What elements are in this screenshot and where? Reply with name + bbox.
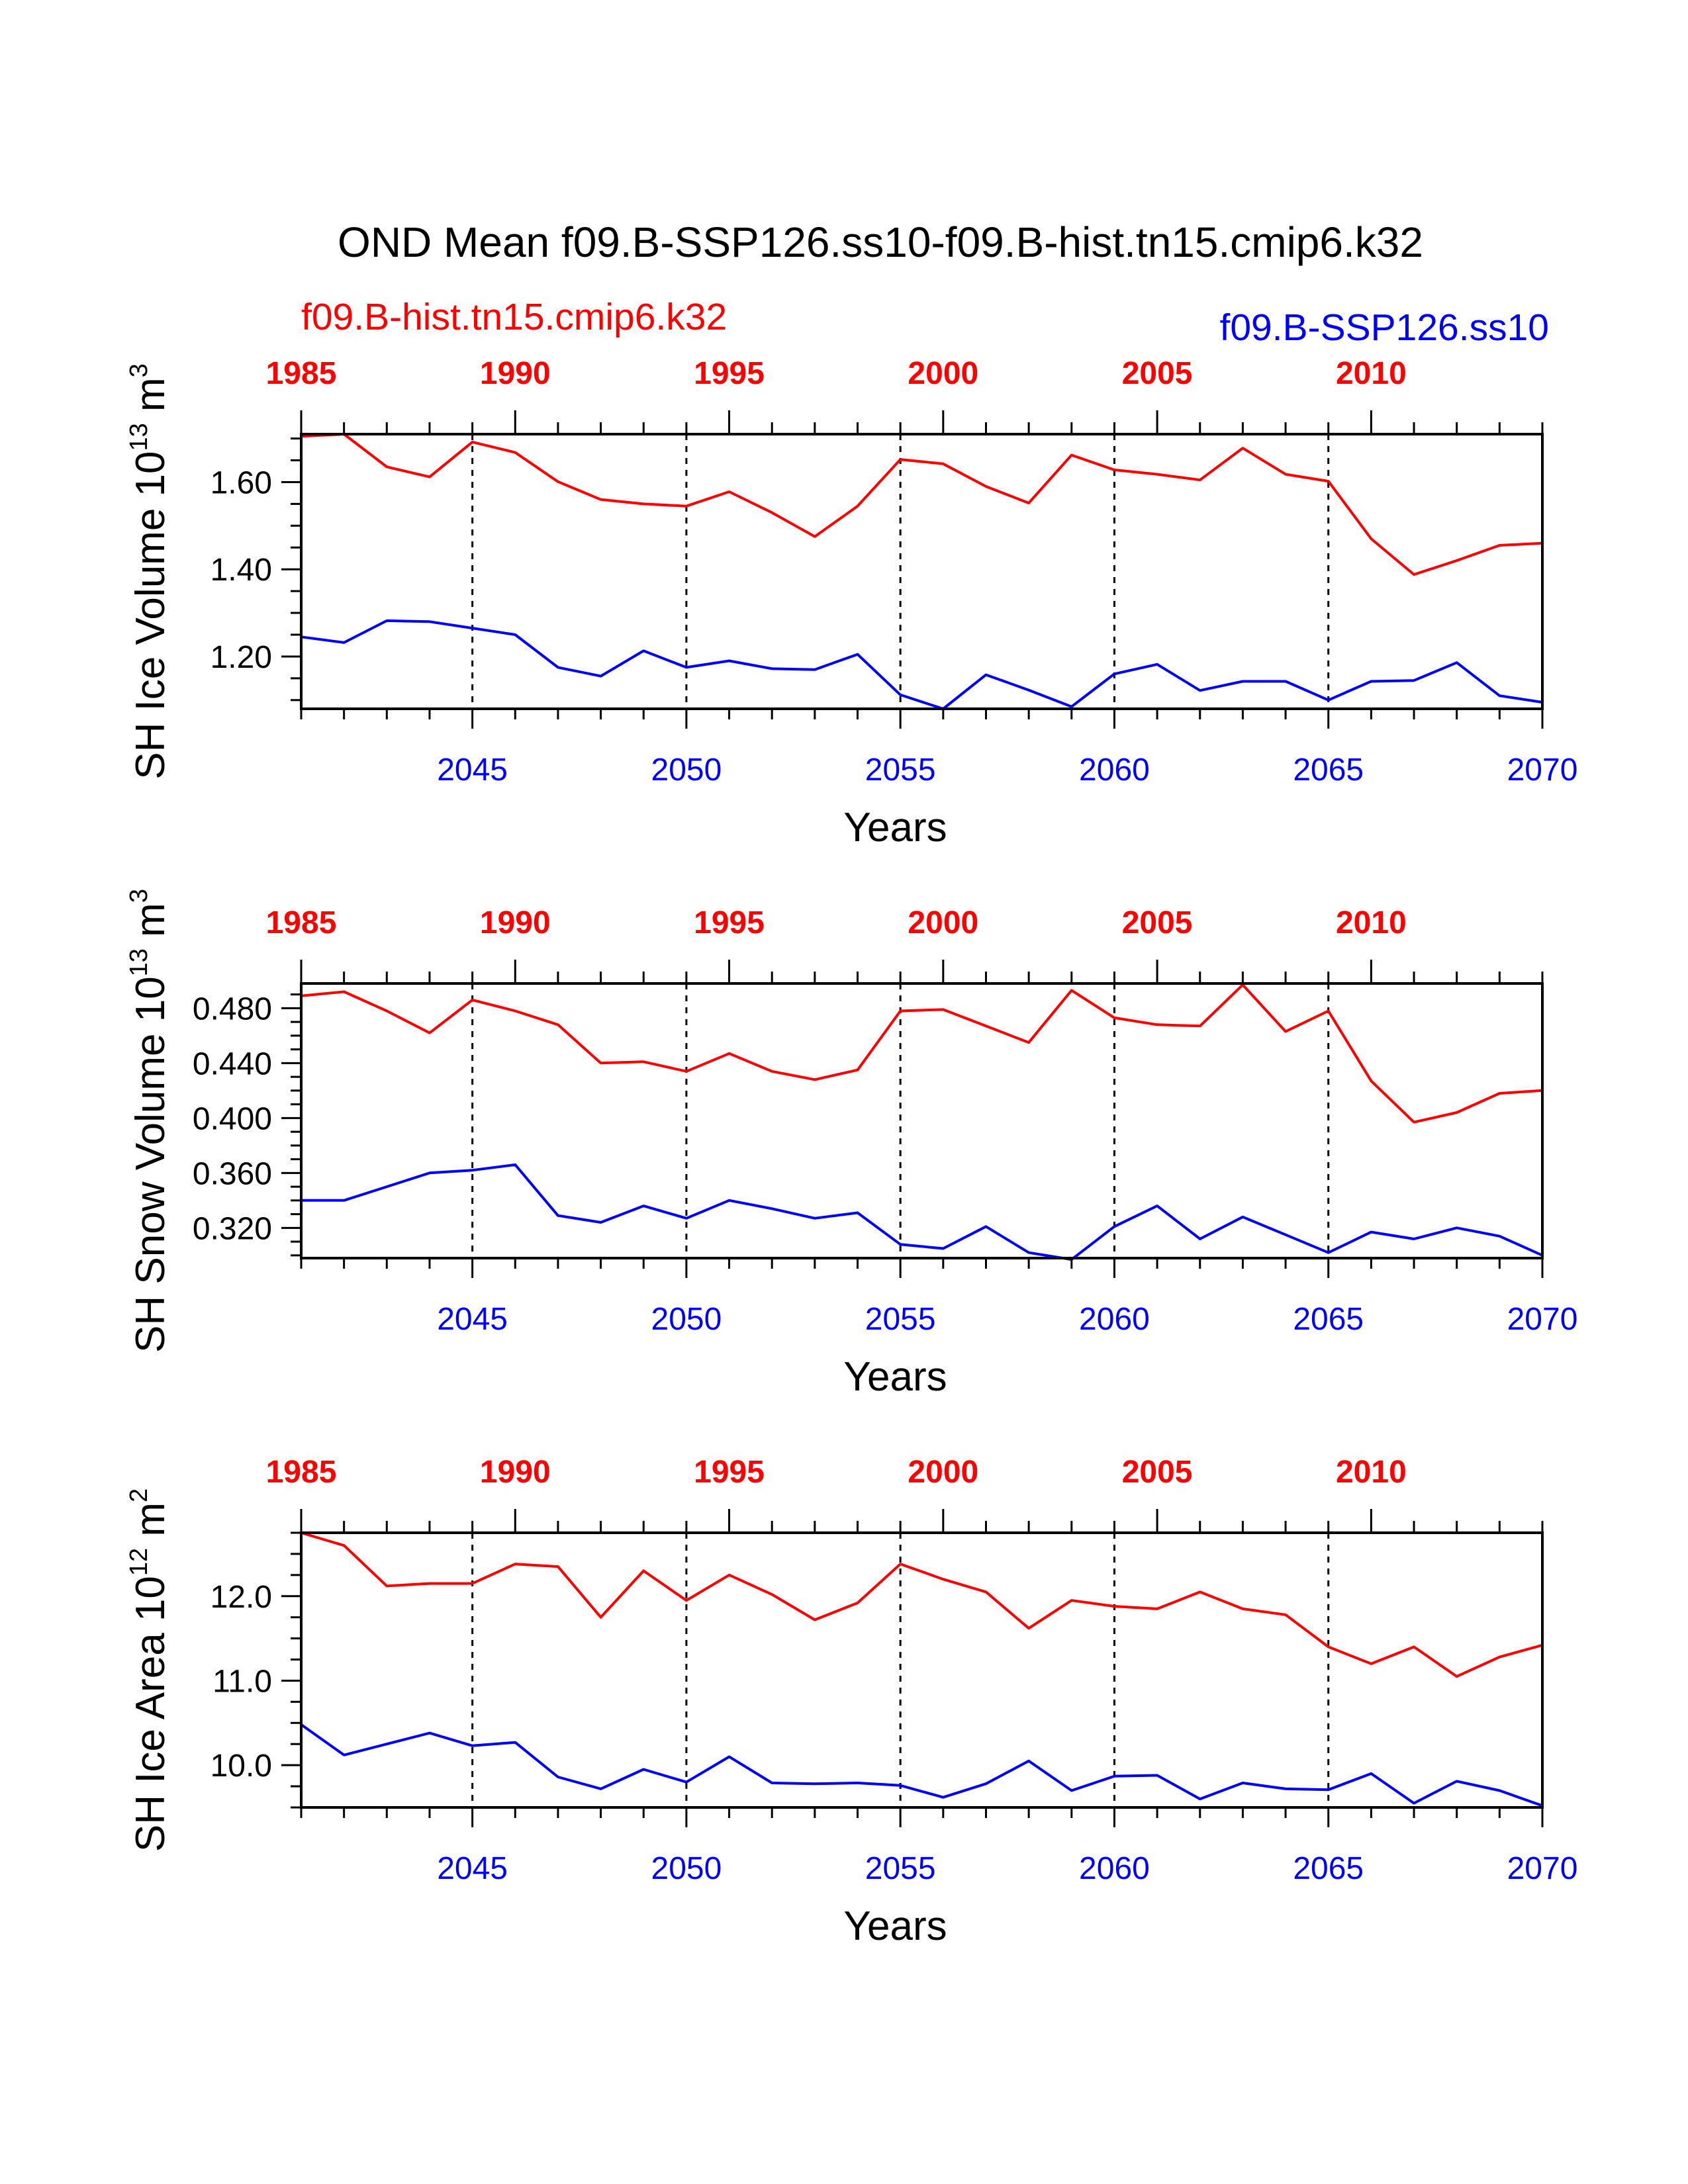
series-ssp-line-snow-volume — [301, 1163, 1543, 1261]
x-top-tick-label: 2010 — [1336, 1455, 1407, 1490]
panel-snow-volume: 0.320 0.360 0.400 0.440 0.480 2045 2050 2055 206… — [125, 889, 1577, 1400]
x-top-tick-label: 2005 — [1122, 905, 1193, 940]
y-tick-label: 0.320 — [193, 1211, 272, 1246]
x-top-tick-label: 2000 — [908, 1455, 978, 1490]
y-tick-label: 1.20 — [211, 640, 272, 675]
x-bottom-tick-label: 2070 — [1507, 752, 1578, 788]
x-axis-title: Years — [843, 1903, 947, 1949]
plot-frame — [300, 1531, 1544, 1809]
x-top-tick-label: 2010 — [1336, 356, 1407, 391]
x-bottom-tick-label: 2070 — [1507, 1302, 1578, 1337]
x-bottom-tick-label: 2070 — [1507, 1851, 1578, 1886]
x-bottom-tick-label: 2045 — [437, 752, 508, 788]
x-top-tick-label: 1985 — [266, 905, 337, 940]
x-axis-title: Years — [843, 805, 947, 850]
x-bottom-tick-label: 2055 — [865, 1851, 936, 1886]
x-top-tick-label: 2010 — [1336, 905, 1407, 940]
y-tick-label: 0.400 — [193, 1101, 272, 1136]
series-hist-line-snow-volume — [301, 983, 1543, 1124]
x-bottom-tick-label: 2050 — [651, 752, 722, 788]
legend-hist-label: f09.B-hist.tn15.cmip6.k32 — [301, 296, 727, 338]
x-top-tick-label: 2000 — [908, 356, 978, 391]
x-bottom-tick-label: 2050 — [651, 1851, 722, 1886]
x-top-tick-label: 1985 — [266, 356, 337, 391]
x-bottom-tick-label: 2045 — [437, 1302, 508, 1337]
y-tick-label: 0.360 — [193, 1156, 272, 1191]
x-top-tick-label: 1995 — [694, 356, 765, 391]
x-bottom-tick-label: 2065 — [1293, 1851, 1364, 1886]
panel-ice-area: 10.0 11.0 12.0 2045 2050 2055 2060 2065 2070 1985… — [125, 1455, 1577, 1949]
x-top-tick-label: 1990 — [480, 1455, 551, 1490]
x-top-tick-label: 2005 — [1122, 356, 1193, 391]
y-tick-label: 1.40 — [211, 553, 272, 588]
x-bottom-tick-label: 2065 — [1293, 1302, 1364, 1337]
x-bottom-tick-label: 2045 — [437, 1851, 508, 1886]
figure-title: OND Mean f09.B-SSP126.ss10-f09.B-hist.tn… — [338, 218, 1423, 266]
y-tick-label: 12.0 — [211, 1580, 272, 1615]
x-bottom-tick-label: 2055 — [865, 1302, 936, 1337]
y-tick-label: 0.480 — [193, 991, 272, 1026]
x-bottom-tick-label: 2055 — [865, 752, 936, 788]
y-axis-title: SH Ice Volume 1013 m3 — [125, 363, 173, 780]
series-hist-line-ice-volume — [301, 433, 1543, 576]
series-hist-line-ice-area — [301, 1531, 1543, 1678]
x-bottom-tick-label: 2060 — [1079, 1302, 1150, 1337]
legend-ssp-label: f09.B-SSP126.ss10 — [1220, 306, 1549, 349]
y-axis-title: SH Ice Area 1012 m2 — [125, 1488, 173, 1852]
panel-ice-volume: 1.20 1.40 1.60 2045 2050 2055 2060 2065 2070 1985… — [125, 356, 1577, 850]
panels: 1.20 1.40 1.60 2045 2050 2055 2060 2065 2070 1985… — [125, 356, 1577, 1949]
x-top-tick-label: 1990 — [480, 356, 551, 391]
y-axis-title: SH Snow Volume 1013 m3 — [125, 889, 173, 1353]
x-axis-title: Years — [843, 1354, 947, 1400]
x-bottom-tick-label: 2065 — [1293, 752, 1364, 788]
plot-frame — [300, 433, 1544, 710]
x-top-tick-label: 1985 — [266, 1455, 337, 1490]
x-bottom-tick-label: 2060 — [1079, 1851, 1150, 1886]
x-top-tick-label: 2005 — [1122, 1455, 1193, 1490]
x-bottom-tick-label: 2060 — [1079, 752, 1150, 788]
plot-frame — [300, 982, 1544, 1259]
x-bottom-tick-label: 2050 — [651, 1302, 722, 1337]
series-ssp-line-ice-volume — [301, 619, 1543, 710]
y-tick-label: 10.0 — [211, 1749, 272, 1784]
x-top-tick-label: 2000 — [908, 905, 978, 940]
x-top-tick-label: 1995 — [694, 1455, 765, 1490]
y-tick-label: 0.440 — [193, 1046, 272, 1081]
x-top-tick-label: 1990 — [480, 905, 551, 940]
y-tick-label: 1.60 — [211, 465, 272, 500]
x-top-tick-label: 1995 — [694, 905, 765, 940]
series-ssp-line-ice-area — [300, 1723, 1543, 1807]
y-tick-label: 11.0 — [212, 1664, 272, 1699]
